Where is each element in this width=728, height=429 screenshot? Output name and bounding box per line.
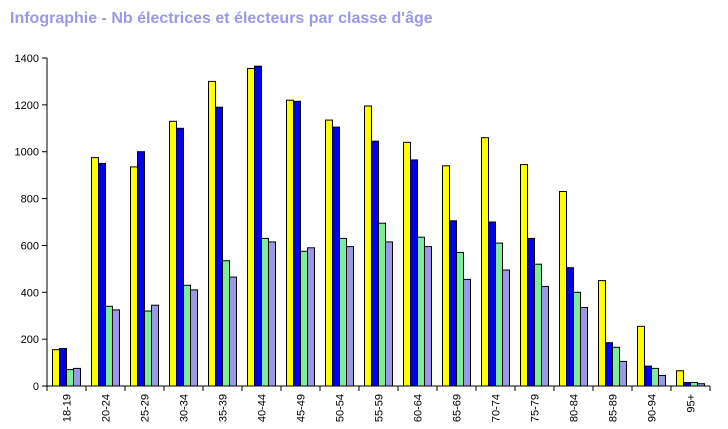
bar-25-29-series-3 [144, 310, 152, 387]
x-category-label: 60-64 [413, 394, 425, 422]
y-tick-label: 0 [33, 381, 39, 393]
bar-90-94-series-1 [637, 325, 645, 387]
bar-95+-series-1 [676, 370, 684, 387]
bar-90-94-series-3 [651, 367, 659, 387]
bar-65-69-series-3 [456, 252, 464, 387]
x-category-label: 25-29 [140, 394, 152, 422]
x-category-label: 95+ [686, 394, 698, 413]
x-category-label: 40-44 [257, 394, 269, 422]
bar-35-39-series-4 [229, 276, 237, 387]
bar-95+-series-2 [683, 382, 691, 387]
bar-45-49-series-4 [307, 247, 315, 387]
bar-18-19-series-4 [73, 367, 81, 387]
bar-75-79-series-3 [534, 263, 542, 387]
bar-90-94-series-4 [658, 375, 666, 387]
bar-70-74-series-3 [495, 242, 503, 387]
x-category-label: 35-39 [218, 394, 230, 422]
axes-layer [42, 57, 711, 391]
bar-65-69-series-1 [442, 165, 450, 387]
bar-50-54-series-3 [339, 237, 347, 387]
bar-20-24-series-4 [112, 309, 120, 387]
x-category-label: 20-24 [101, 394, 113, 422]
x-category-label: 30-34 [179, 394, 191, 422]
bar-30-34-series-4 [190, 289, 198, 387]
bar-75-79-series-2 [527, 237, 535, 387]
y-tick-label: 1000 [15, 147, 39, 159]
bar-30-34-series-2 [176, 127, 184, 387]
bar-45-49-series-3 [300, 250, 308, 387]
bar-95+-series-3 [690, 382, 698, 387]
bar-18-19-series-3 [66, 369, 74, 387]
bar-80-84-series-3 [573, 291, 581, 387]
bar-25-29-series-1 [130, 166, 138, 387]
x-category-label: 55-59 [374, 394, 386, 422]
bar-40-44-series-2 [254, 65, 262, 387]
chart-title: Infographie - Nb électrices et électeurs… [10, 10, 433, 27]
bar-60-64-series-1 [403, 141, 411, 387]
x-category-label: 50-54 [335, 394, 347, 422]
x-category-label: 65-69 [452, 394, 464, 422]
x-category-label: 18-19 [62, 394, 74, 422]
bar-50-54-series-2 [332, 126, 340, 387]
bar-85-89-series-1 [598, 280, 606, 387]
bar-60-64-series-3 [417, 236, 425, 387]
bar-55-59-series-3 [378, 222, 386, 387]
bar-30-34-series-1 [169, 120, 177, 387]
bar-55-59-series-1 [364, 105, 372, 387]
x-category-label: 45-49 [296, 394, 308, 422]
bar-25-29-series-4 [151, 304, 159, 387]
bar-50-54-series-1 [325, 119, 333, 387]
bar-18-19-series-2 [59, 348, 67, 387]
bar-25-29-series-2 [137, 151, 145, 387]
x-category-label: 70-74 [491, 394, 503, 422]
bar-80-84-series-1 [559, 191, 567, 387]
y-tick-label: 1200 [15, 100, 39, 112]
y-tick-label: 800 [21, 194, 39, 206]
x-category-label: 90-94 [647, 394, 659, 422]
bar-70-74-series-1 [481, 137, 489, 387]
bars-layer [52, 65, 705, 387]
bar-65-69-series-4 [463, 278, 471, 387]
bar-75-79-series-1 [520, 164, 528, 387]
bar-85-89-series-2 [605, 342, 613, 387]
bar-85-89-series-4 [619, 360, 627, 387]
bar-45-49-series-2 [293, 100, 301, 387]
y-tick-label: 1400 [15, 53, 39, 65]
bar-80-84-series-4 [580, 307, 588, 387]
x-category-label: 80-84 [569, 394, 581, 422]
bar-35-39-series-3 [222, 260, 230, 387]
bar-65-69-series-2 [449, 220, 457, 387]
bar-55-59-series-4 [385, 241, 393, 387]
bar-20-24-series-3 [105, 305, 113, 387]
bar-20-24-series-1 [91, 157, 99, 387]
y-tick-label: 600 [21, 240, 39, 252]
bar-40-44-series-3 [261, 237, 269, 387]
bar-60-64-series-4 [424, 246, 432, 387]
bar-70-74-series-4 [502, 269, 510, 387]
bar-30-34-series-3 [183, 284, 191, 387]
bar-70-74-series-2 [488, 221, 496, 387]
y-tick-label: 400 [21, 287, 39, 299]
bar-90-94-series-2 [644, 365, 652, 387]
bar-40-44-series-4 [268, 241, 276, 387]
bar-45-49-series-1 [286, 99, 294, 387]
bar-40-44-series-1 [247, 68, 255, 387]
bar-35-39-series-2 [215, 106, 223, 387]
bar-85-89-series-3 [612, 346, 620, 387]
y-tick-label: 200 [21, 334, 39, 346]
x-category-label: 75-79 [530, 394, 542, 422]
labels-layer: 0 200 400 600 800 1000 1200 1400 18-19 20-24 25-29… [15, 53, 698, 422]
bar-35-39-series-1 [208, 80, 216, 387]
bar-75-79-series-4 [541, 285, 549, 387]
bar-50-54-series-4 [346, 246, 354, 387]
bar-80-84-series-2 [566, 267, 574, 387]
bar-55-59-series-2 [371, 140, 379, 387]
bar-20-24-series-2 [98, 162, 106, 387]
bar-18-19-series-1 [52, 349, 60, 387]
x-category-label: 85-89 [608, 394, 620, 422]
bar-60-64-series-2 [410, 159, 418, 387]
